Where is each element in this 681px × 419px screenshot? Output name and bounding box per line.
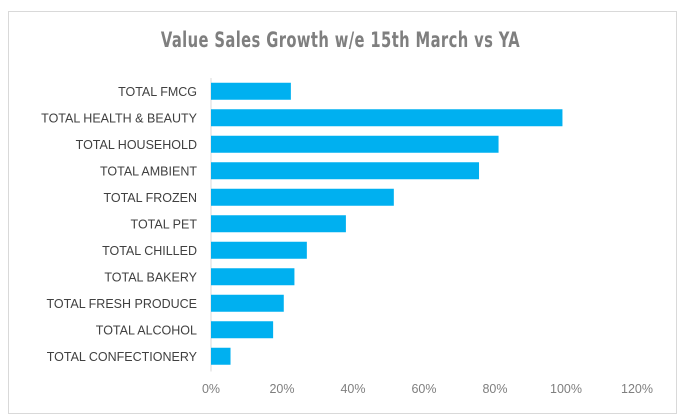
category-label: TOTAL HEALTH & BEAUTY: [41, 111, 197, 125]
bar: [211, 294, 284, 312]
x-tick-label: 60%: [411, 382, 436, 396]
bar: [211, 162, 480, 180]
bar: [211, 109, 563, 127]
x-tick-label: 100%: [550, 382, 582, 396]
category-label: TOTAL FROZEN: [103, 191, 197, 205]
bar: [211, 321, 274, 339]
bar: [211, 347, 231, 365]
x-tick-label: 120%: [621, 382, 653, 396]
chart-title: Value Sales Growth w/e 15th March vs YA: [160, 28, 521, 52]
category-label: TOTAL FRESH PRODUCE: [47, 297, 197, 311]
category-label: TOTAL AMBIENT: [100, 164, 197, 178]
bar: [211, 135, 499, 153]
chart-area: [8, 11, 677, 414]
x-tick-label: 0%: [202, 382, 220, 396]
x-tick-label: 40%: [340, 382, 365, 396]
x-tick-label: 20%: [269, 382, 294, 396]
category-label: TOTAL ALCOHOL: [96, 323, 197, 337]
category-label: TOTAL CONFECTIONERY: [47, 350, 198, 364]
bar: [211, 241, 307, 259]
category-label: TOTAL PET: [131, 217, 198, 231]
category-label: TOTAL FMCG: [118, 85, 197, 99]
category-label: TOTAL BAKERY: [104, 270, 197, 284]
bar: [211, 268, 295, 286]
bar: [211, 215, 346, 233]
bar: [211, 82, 291, 100]
bar: [211, 188, 394, 206]
category-label: TOTAL CHILLED: [102, 244, 197, 258]
category-label: TOTAL HOUSEHOLD: [76, 138, 197, 152]
x-tick-label: 80%: [482, 382, 507, 396]
